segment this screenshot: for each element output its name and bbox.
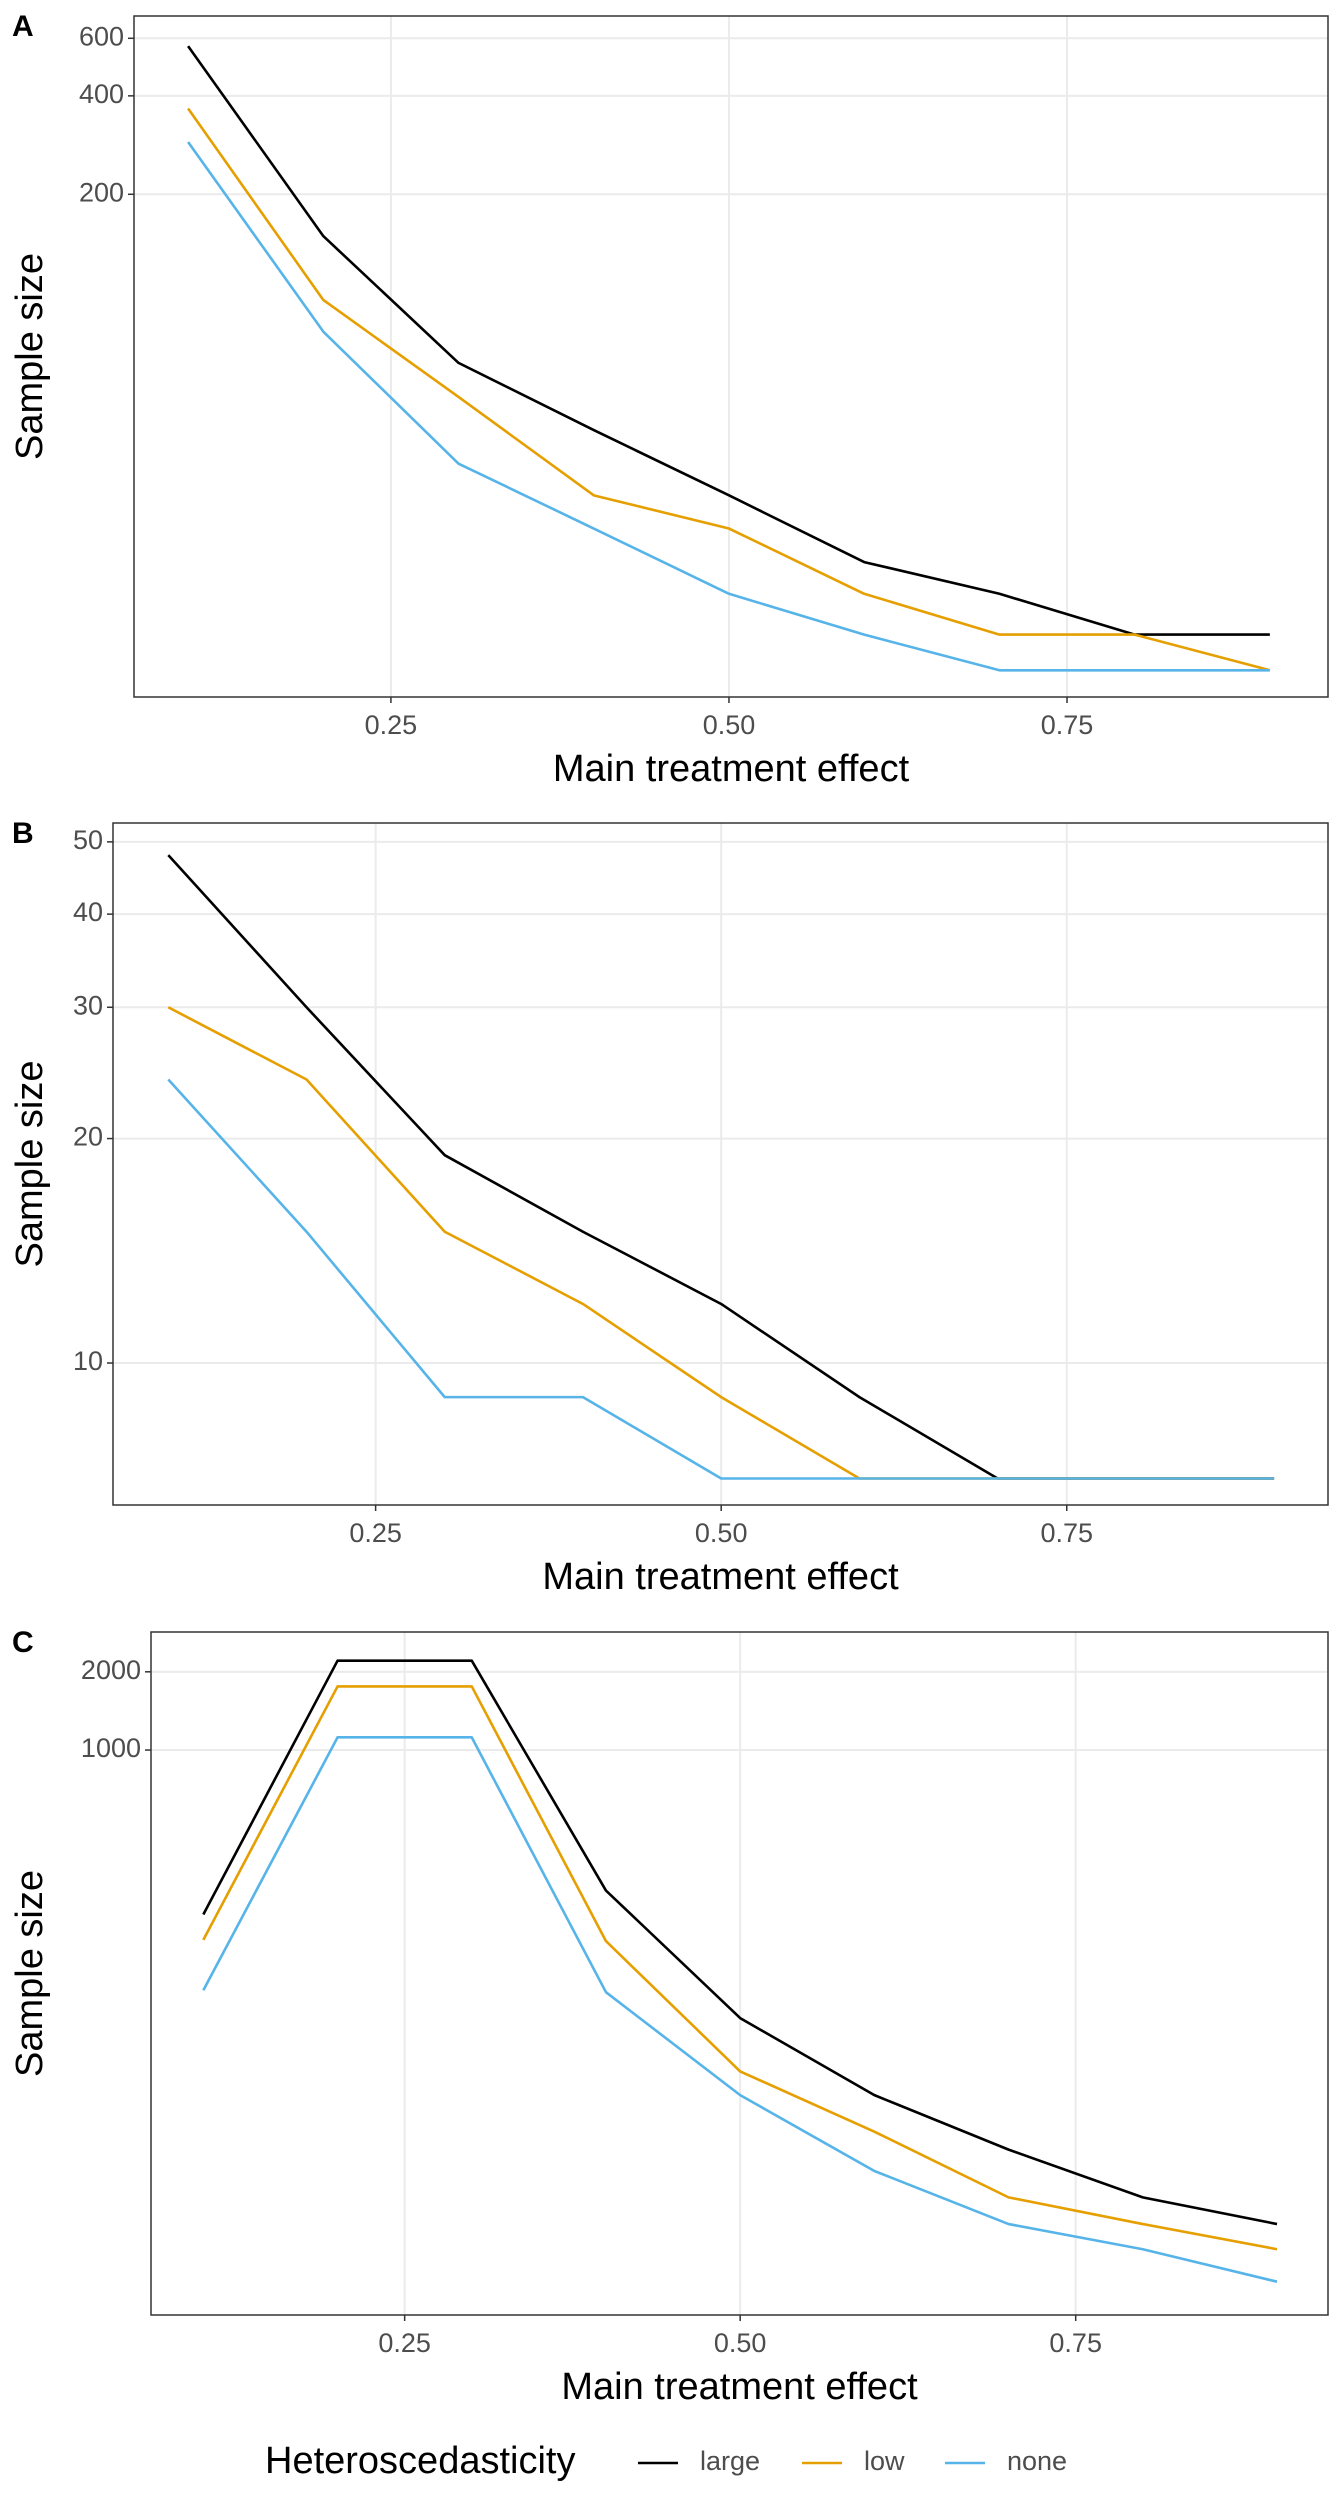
x-tick-label: 0.50 [695,1518,748,1548]
y-axis-title: Sample size [9,253,51,460]
series-line [187,107,1271,672]
plot-background [134,16,1328,697]
plot-frame [150,1631,1329,2316]
legend-title: Heteroscedasticity [265,2440,575,2482]
series-line [202,1736,1278,2283]
y-tick-label: 400 [79,79,124,109]
plot-frame [133,15,1329,698]
x-axis-title: Main treatment effect [553,748,910,790]
x-tick-label: 0.75 [1041,710,1094,740]
panel-label: C [12,1626,34,1659]
x-tick-label: 0.25 [378,2328,431,2358]
x-tick-label: 0.75 [1049,2328,1102,2358]
series-line [167,1078,1275,1480]
series-line [202,1685,1278,2251]
x-tick-label: 0.50 [714,2328,767,2358]
series-line [202,1659,1278,2226]
x-axis-title: Main treatment effect [561,2366,918,2408]
y-tick-label: 600 [79,21,124,51]
x-tick-label: 0.75 [1040,1518,1093,1548]
x-tick-label: 0.25 [365,710,418,740]
y-tick-label: 20 [73,1122,103,1152]
legend-label: large [700,2446,760,2476]
y-tick-label: 50 [73,825,103,855]
legend-label: none [1007,2446,1067,2476]
x-tick-label: 0.25 [349,1518,402,1548]
y-tick-label: 40 [73,897,103,927]
x-axis-title: Main treatment effect [542,1556,899,1598]
panel-label: A [12,10,34,43]
y-axis-title: Sample size [9,1061,51,1268]
legend-label: low [864,2446,905,2476]
y-axis-title: Sample size [9,1870,51,2077]
series-line [187,141,1270,672]
y-tick-label: 1000 [81,1733,141,1763]
x-tick-label: 0.50 [703,710,756,740]
y-tick-label: 2000 [81,1655,141,1685]
series-line [187,45,1270,636]
panel-label: B [12,817,34,850]
y-tick-label: 30 [73,990,103,1020]
y-tick-label: 10 [73,1346,103,1376]
plot-frame [112,822,1329,1506]
y-tick-label: 200 [79,177,124,207]
